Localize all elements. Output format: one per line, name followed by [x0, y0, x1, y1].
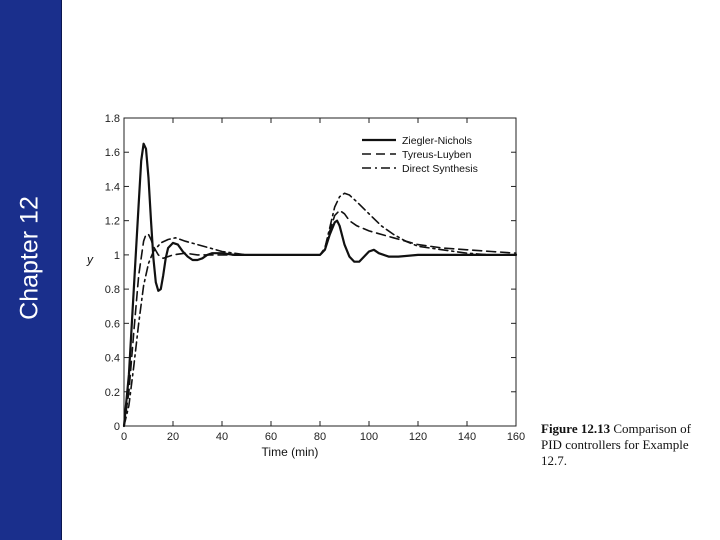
- x-tick-label: 140: [458, 431, 476, 443]
- legend-label-direct-synthesis: Direct Synthesis: [402, 163, 478, 175]
- y-tick-label: 1.8: [105, 113, 120, 125]
- x-tick-label: 20: [167, 431, 179, 443]
- x-tick-label: 100: [360, 431, 378, 443]
- figure-caption: Figure 12.13 Comparison of PID controlle…: [541, 421, 711, 469]
- legend-label-ziegler-nichols: Ziegler-Nichols: [402, 135, 472, 147]
- figure-caption-text: Comparison of PID controllers for Exampl…: [541, 421, 691, 468]
- legend-label-tyreus-luyben: Tyreus-Luyben: [402, 149, 472, 161]
- y-tick-label: 0.6: [105, 318, 120, 330]
- series-line-direct-synthesis: [123, 192, 517, 427]
- x-tick-label: 0: [121, 431, 127, 443]
- pid-comparison-chart: 0 20 40 60 80 100 120 140 160 0 0.2 0.4 0.6 0.8 1 1.2 1.…: [86, 113, 525, 459]
- x-tick-label: 40: [216, 431, 228, 443]
- figure-number: Figure 12.13: [541, 421, 611, 436]
- y-tick-label: 1.2: [105, 216, 120, 228]
- y-axis-label: y: [86, 252, 94, 266]
- x-axis-label: Time (min): [262, 445, 319, 459]
- series-line-tyreus-luyben: [123, 209, 517, 427]
- x-tick-label: 160: [507, 431, 525, 443]
- y-tick-label: 1.4: [105, 181, 120, 193]
- y-tick-label: 0.2: [105, 387, 120, 399]
- series-line-ziegler-nichols: [122, 142, 518, 428]
- x-tick-label: 80: [314, 431, 326, 443]
- y-tick-label: 0.8: [105, 284, 120, 296]
- x-tick-label: 120: [409, 431, 427, 443]
- y-tick-label: 0.4: [105, 353, 120, 365]
- y-tick-label: 0: [114, 421, 120, 433]
- x-tick-label: 60: [265, 431, 277, 443]
- y-tick-label: 1: [114, 250, 120, 262]
- y-tick-label: 1.6: [105, 147, 120, 159]
- chapter-label: Chapter 12: [15, 196, 44, 320]
- sidebar: Chapter 12: [0, 0, 62, 540]
